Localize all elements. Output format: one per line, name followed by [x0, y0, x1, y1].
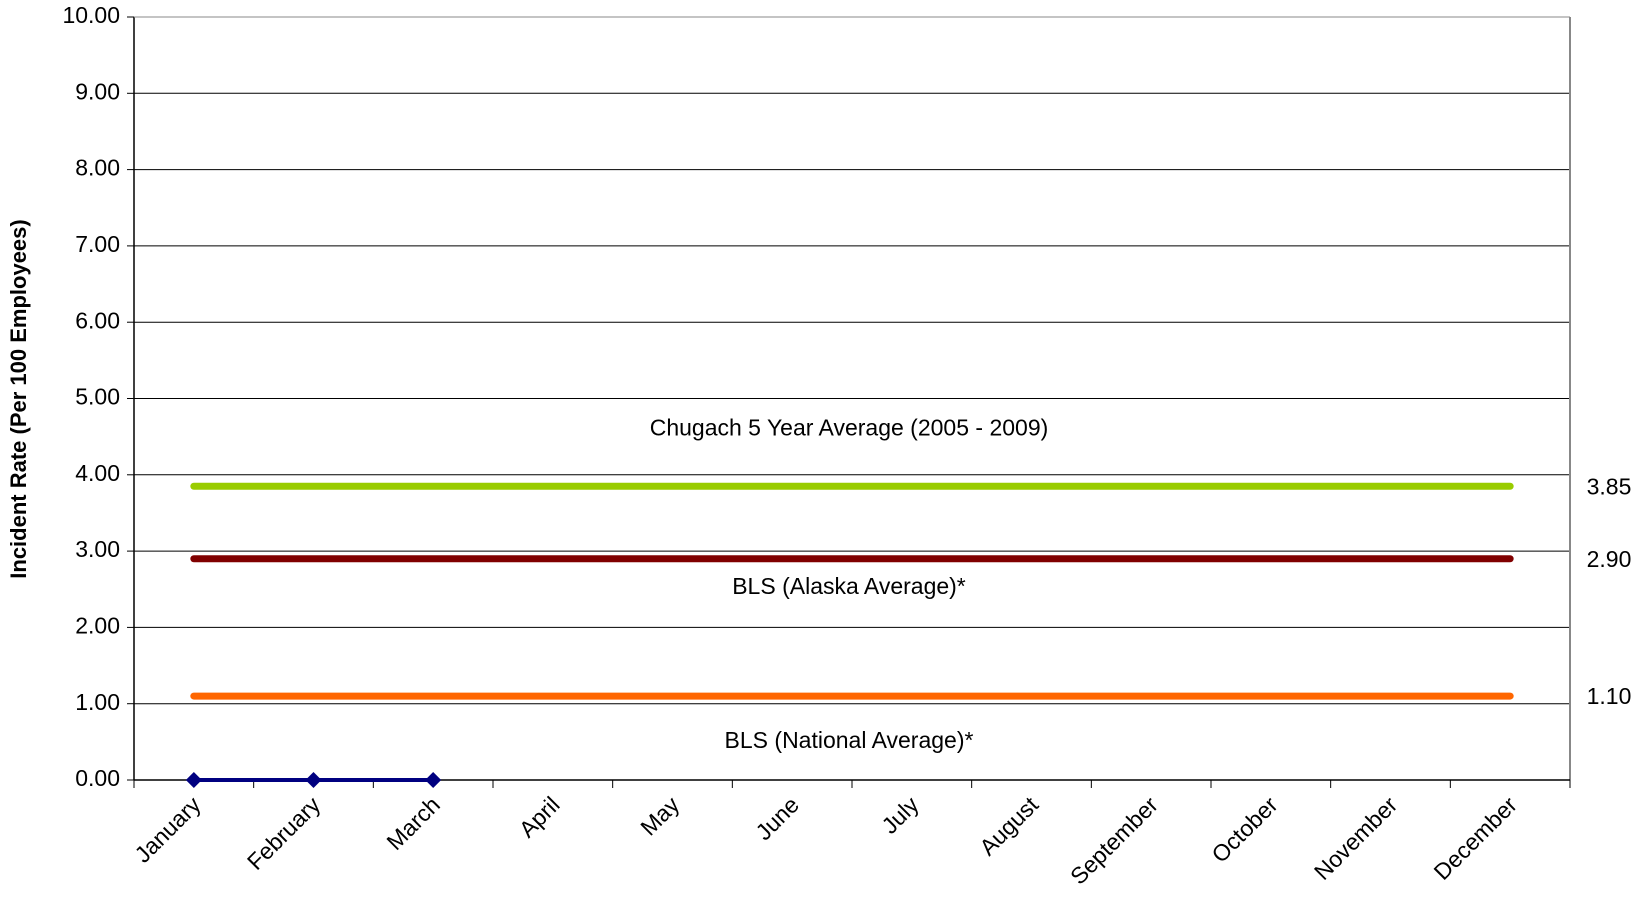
- marker: [185, 772, 202, 788]
- y-tick-label: 1.00: [75, 689, 120, 715]
- x-tick-label: June: [750, 791, 804, 845]
- x-tick-label: October: [1206, 791, 1282, 867]
- x-tick-label: April: [514, 791, 565, 842]
- marker: [305, 772, 322, 788]
- y-tick-label: 6.00: [75, 307, 120, 333]
- y-tick-label: 8.00: [75, 155, 120, 181]
- x-tick-label: February: [242, 791, 326, 875]
- value-label: 3.85: [1587, 473, 1632, 499]
- y-tick-label: 5.00: [75, 384, 120, 410]
- value-label: 1.10: [1587, 683, 1632, 709]
- x-tick-label: January: [129, 791, 206, 868]
- y-tick-label: 2.00: [75, 612, 120, 638]
- y-tick-label: 7.00: [75, 231, 120, 257]
- y-tick-label: 9.00: [75, 78, 120, 104]
- x-tick-label: March: [381, 791, 445, 855]
- x-tick-label: November: [1309, 791, 1403, 885]
- series-label: BLS (Alaska Average)*: [732, 573, 966, 599]
- x-tick-label: July: [876, 791, 924, 839]
- value-label: 2.90: [1587, 546, 1632, 572]
- y-tick-label: 10.00: [62, 2, 120, 28]
- y-tick-label: 0.00: [75, 765, 120, 791]
- y-tick-label: 4.00: [75, 460, 120, 486]
- y-axis-title: Incident Rate (Per 100 Employees): [6, 219, 31, 578]
- x-tick-label: December: [1429, 791, 1523, 885]
- marker: [425, 772, 442, 788]
- x-tick-label: August: [974, 791, 1043, 860]
- series-label: Chugach 5 Year Average (2005 - 2009): [650, 414, 1049, 440]
- y-tick-label: 3.00: [75, 536, 120, 562]
- series-label: BLS (National Average)*: [725, 727, 974, 753]
- x-tick-label: May: [635, 791, 684, 840]
- x-tick-label: September: [1065, 791, 1163, 889]
